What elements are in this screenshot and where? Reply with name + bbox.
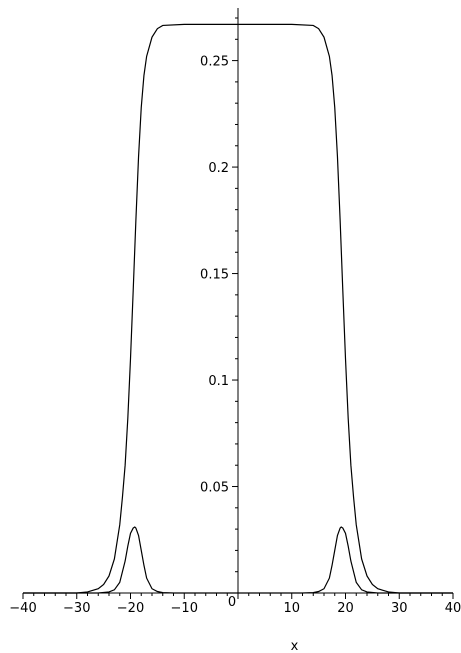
y-tick-label: 0.25 — [200, 55, 229, 70]
x-tick-label: −40 — [9, 601, 36, 616]
x-tick-label: −10 — [171, 601, 198, 616]
y-tick-label: 0.05 — [200, 481, 229, 496]
x-tick-label: −20 — [117, 601, 144, 616]
x-tick-label: 0 — [228, 595, 236, 610]
y-tick-label: 0.1 — [208, 374, 229, 389]
x-tick-label: −30 — [63, 601, 90, 616]
x-tick-label: 20 — [337, 601, 354, 616]
series-line-1 — [23, 23, 453, 594]
x-axis-label: x — [291, 639, 299, 653]
x-tick-label: 40 — [445, 601, 461, 616]
y-tick-label: 0.2 — [208, 161, 229, 176]
x-tick-label: 10 — [283, 601, 300, 616]
series-line-2 — [23, 526, 453, 594]
tick-labels: −40 −30 −20 −10 0 10 20 30 40 0.05 0.1 0.15 0.2 0.25 — [9, 55, 461, 616]
y-tick-label: 0.15 — [200, 268, 229, 283]
x-tick-label: 30 — [391, 601, 408, 616]
series-group — [23, 23, 453, 594]
